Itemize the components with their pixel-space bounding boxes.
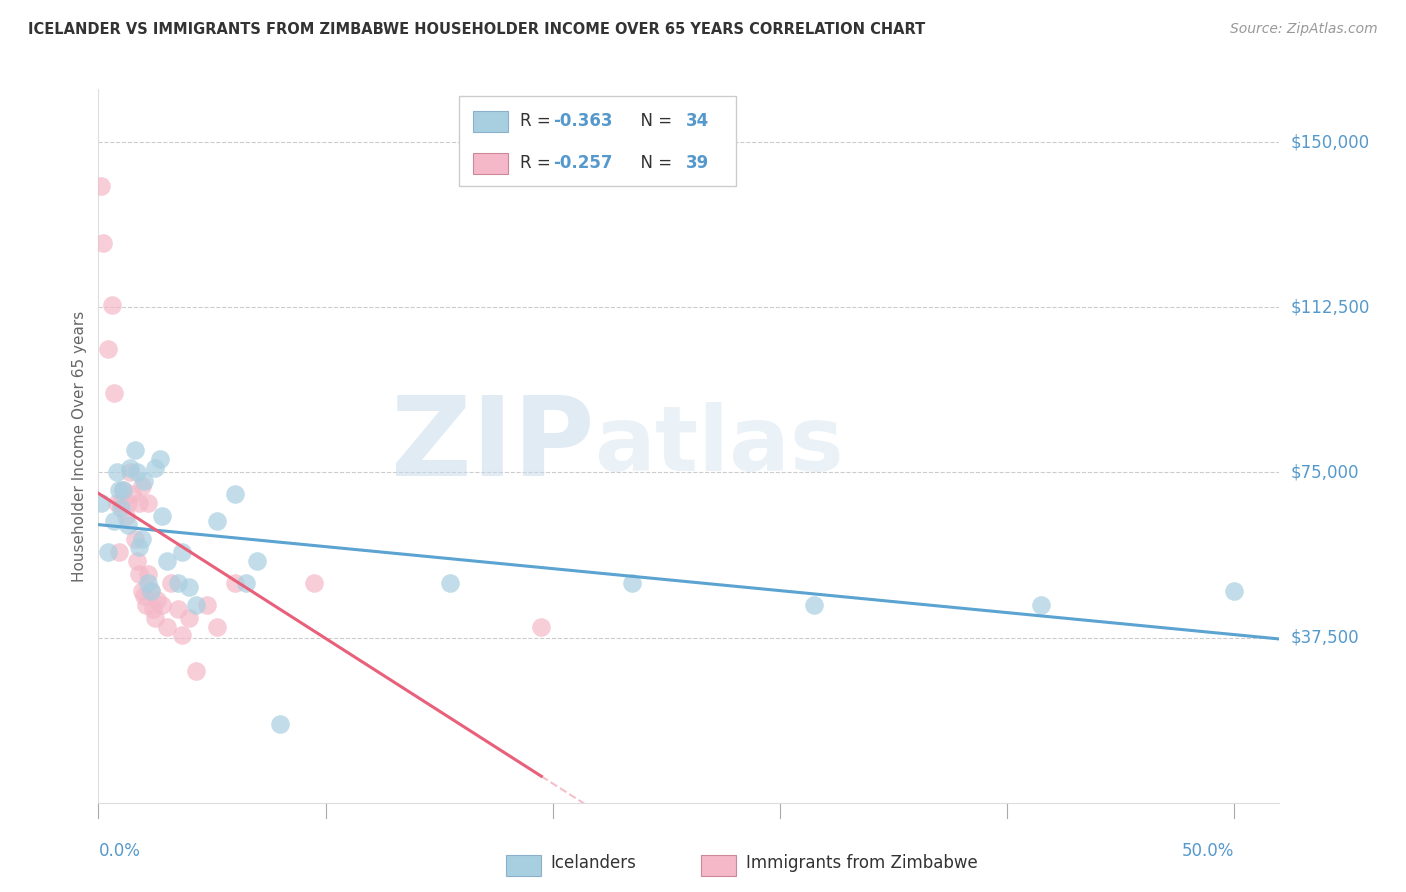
Text: 39: 39 <box>685 154 709 172</box>
Point <box>121 487 143 501</box>
Point <box>146 593 169 607</box>
Point <box>184 598 207 612</box>
Point <box>269 716 291 731</box>
Point <box>179 580 201 594</box>
Bar <box>700 855 737 876</box>
Point <box>224 575 246 590</box>
Point <box>1223 584 1246 599</box>
Text: $150,000: $150,000 <box>1291 133 1369 151</box>
Point <box>132 475 155 489</box>
Point <box>138 566 160 581</box>
Text: $112,500: $112,500 <box>1291 298 1369 317</box>
Point <box>103 386 125 401</box>
Point <box>117 496 139 510</box>
Point <box>91 236 114 251</box>
Text: R =: R = <box>520 154 555 172</box>
Point <box>138 575 160 590</box>
Bar <box>472 153 508 174</box>
Point <box>90 179 112 194</box>
Point <box>124 443 146 458</box>
Point <box>205 619 228 633</box>
Point <box>143 461 166 475</box>
Text: Icelanders: Icelanders <box>551 855 637 872</box>
Point <box>120 461 142 475</box>
Point <box>302 575 325 590</box>
Point <box>179 611 201 625</box>
Point <box>205 514 228 528</box>
Point <box>530 619 553 633</box>
Text: Immigrants from Zimbabwe: Immigrants from Zimbabwe <box>745 855 977 872</box>
Point <box>150 509 173 524</box>
Point <box>108 483 131 497</box>
Point <box>184 664 207 678</box>
Text: 34: 34 <box>685 112 709 130</box>
Bar <box>472 111 508 132</box>
Point <box>128 496 150 510</box>
Point <box>90 496 112 510</box>
Text: $37,500: $37,500 <box>1291 629 1360 647</box>
Point <box>224 487 246 501</box>
Point <box>125 466 148 480</box>
Point <box>246 553 269 567</box>
Point <box>149 452 172 467</box>
Point <box>96 342 118 356</box>
Point <box>128 566 150 581</box>
Point <box>105 466 128 480</box>
Point <box>131 478 153 492</box>
Point <box>112 483 135 497</box>
Point <box>117 518 139 533</box>
Point <box>138 496 160 510</box>
Text: N =: N = <box>630 112 678 130</box>
Text: -0.363: -0.363 <box>553 112 613 130</box>
Point <box>439 575 461 590</box>
Point <box>128 541 150 555</box>
Point <box>96 545 118 559</box>
Point <box>150 598 173 612</box>
Point <box>131 584 153 599</box>
Point <box>139 584 162 599</box>
Point <box>142 602 165 616</box>
Text: Source: ZipAtlas.com: Source: ZipAtlas.com <box>1230 22 1378 37</box>
Point <box>803 598 825 612</box>
Point <box>135 598 157 612</box>
Text: ICELANDER VS IMMIGRANTS FROM ZIMBABWE HOUSEHOLDER INCOME OVER 65 YEARS CORRELATI: ICELANDER VS IMMIGRANTS FROM ZIMBABWE HO… <box>28 22 925 37</box>
Text: 0.0%: 0.0% <box>98 842 141 861</box>
Point <box>172 545 194 559</box>
Point <box>131 532 153 546</box>
Point <box>132 589 155 603</box>
Point <box>197 598 219 612</box>
Point <box>120 466 142 480</box>
Point <box>103 514 125 528</box>
Point <box>112 483 135 497</box>
Point <box>160 575 183 590</box>
Point <box>621 575 644 590</box>
FancyBboxPatch shape <box>458 96 737 186</box>
Point <box>105 496 128 510</box>
Point <box>125 553 148 567</box>
Point <box>1029 598 1052 612</box>
Text: ZIP: ZIP <box>391 392 595 500</box>
Point <box>155 619 177 633</box>
Text: $75,000: $75,000 <box>1291 464 1360 482</box>
Point <box>155 553 177 567</box>
Point <box>143 611 166 625</box>
Text: N =: N = <box>630 154 678 172</box>
Point <box>101 298 124 312</box>
Point <box>139 584 162 599</box>
Point <box>108 545 131 559</box>
Point <box>172 628 194 642</box>
Point <box>110 496 132 510</box>
Text: R =: R = <box>520 112 555 130</box>
Point <box>124 532 146 546</box>
Text: 50.0%: 50.0% <box>1181 842 1234 861</box>
Bar <box>506 855 541 876</box>
Text: -0.257: -0.257 <box>553 154 613 172</box>
Point <box>110 500 132 515</box>
Point <box>114 509 136 524</box>
Point <box>235 575 257 590</box>
Point <box>167 602 190 616</box>
Text: atlas: atlas <box>595 402 844 490</box>
Y-axis label: Householder Income Over 65 years: Householder Income Over 65 years <box>72 310 87 582</box>
Point <box>167 575 190 590</box>
